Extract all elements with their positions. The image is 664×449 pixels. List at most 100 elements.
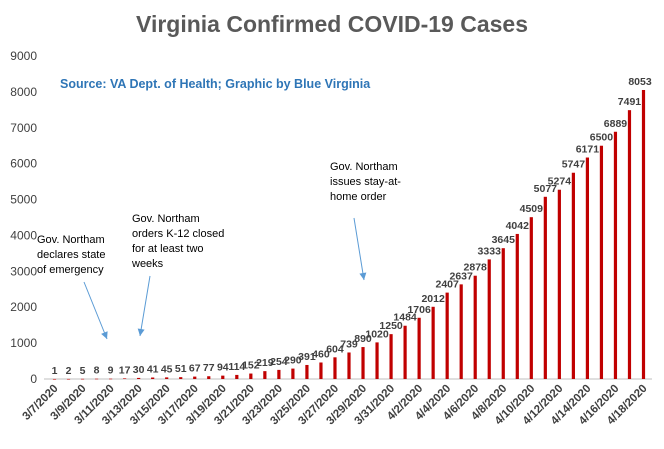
bar	[473, 275, 477, 379]
annotations: Gov. Northam declares state of emergencyGo…	[37, 161, 401, 340]
annotation-text: Gov. Northam orders K-12 closed for at lea…	[131, 213, 224, 270]
annotation-line: home order	[330, 191, 387, 203]
bar	[431, 306, 435, 379]
data-label: 8053	[628, 76, 652, 88]
bar	[501, 248, 505, 379]
data-label: 1484	[393, 312, 417, 324]
y-tick-label: 1000	[10, 336, 37, 350]
bar	[571, 172, 575, 379]
bar	[179, 377, 183, 379]
data-label: 2	[66, 365, 72, 377]
bar	[543, 196, 547, 379]
bar	[291, 368, 295, 379]
data-label: 30	[133, 364, 145, 376]
bar	[585, 157, 590, 379]
annotation-line: weeks	[131, 258, 164, 270]
annotation-text: Gov. Northam declares state of emergency	[37, 234, 105, 276]
data-label: 45	[161, 363, 173, 375]
data-label: 1250	[379, 320, 403, 332]
data-label: 8	[94, 365, 100, 377]
data-label: 4042	[506, 220, 530, 232]
annotation-arrow	[353, 217, 365, 281]
data-label: 4509	[520, 203, 544, 215]
bar	[529, 217, 533, 379]
bar	[557, 189, 561, 379]
data-label: 254	[270, 356, 288, 368]
bar	[94, 378, 99, 380]
bar	[333, 357, 337, 379]
annotation-line: issues stay-at-	[330, 176, 401, 188]
annotation-line: of emergency	[37, 264, 104, 276]
data-label: 41	[147, 364, 159, 376]
bar	[221, 375, 225, 379]
chart-title: Virginia Confirmed COVID-19 Cases	[136, 11, 528, 37]
data-label: 2878	[464, 262, 488, 274]
bar	[375, 342, 379, 379]
bar	[108, 378, 113, 380]
y-tick-label: 8000	[10, 85, 37, 99]
data-label: 67	[189, 363, 201, 375]
bar	[123, 378, 127, 379]
bar	[207, 376, 211, 379]
data-label: 290	[284, 355, 302, 367]
y-tick-label: 4000	[10, 228, 37, 242]
data-label: 3645	[492, 234, 516, 246]
y-tick-label: 0	[30, 372, 37, 386]
bar	[319, 362, 323, 379]
annotation-text: Gov. Northam issues stay-at-home order	[330, 161, 401, 203]
annotation-arrow	[83, 281, 108, 340]
data-label: 152	[242, 360, 260, 372]
bar	[277, 369, 281, 379]
data-label: 739	[340, 338, 358, 350]
data-label: 460	[312, 348, 330, 360]
annotation-line: for at least two	[132, 243, 204, 255]
annotation-arrowhead	[101, 331, 108, 339]
bar	[389, 334, 393, 379]
bar	[599, 145, 604, 379]
data-label: 6889	[604, 118, 628, 130]
bar	[613, 131, 618, 379]
data-label: 5077	[534, 183, 558, 195]
data-label: 5	[80, 365, 86, 377]
bar	[193, 376, 197, 379]
data-label: 1	[52, 365, 58, 377]
annotation-line: Gov. Northam	[132, 213, 200, 225]
chart-subtitle: Source: VA Dept. of Health; Graphic by B…	[60, 77, 371, 91]
data-label: 6171	[576, 144, 600, 156]
annotation-line: declares state	[37, 249, 105, 261]
annotation-arrowhead	[359, 272, 367, 280]
annotation-arrowhead	[137, 328, 145, 336]
y-tick-label: 7000	[10, 121, 37, 135]
bar	[515, 233, 519, 379]
data-label: 2407	[435, 279, 459, 291]
bar	[361, 347, 365, 379]
data-label: 1020	[365, 328, 389, 340]
data-label: 77	[203, 362, 215, 374]
bar	[305, 364, 309, 379]
x-axis: 3/7/20203/9/20203/11/20203/13/20203/15/2…	[20, 378, 652, 427]
data-label: 5274	[548, 176, 572, 188]
bar	[417, 317, 421, 379]
bar-series	[52, 89, 646, 380]
data-label: 2012	[421, 293, 445, 305]
y-tick-label: 2000	[10, 300, 37, 314]
data-label: 9	[108, 365, 114, 377]
annotation-arrow	[139, 275, 151, 337]
bar	[641, 89, 646, 379]
y-tick-label: 9000	[10, 49, 37, 63]
bar	[459, 284, 463, 379]
bar	[445, 292, 449, 379]
y-tick-label: 5000	[10, 193, 37, 207]
y-tick-label: 6000	[10, 157, 37, 171]
data-label: 2637	[450, 270, 474, 282]
annotation-line: Gov. Northam	[37, 234, 105, 246]
data-label: 7491	[618, 96, 642, 108]
data-label: 114	[228, 361, 245, 373]
bar	[249, 373, 253, 379]
bar	[263, 371, 267, 379]
data-label: 604	[326, 343, 344, 355]
bar	[165, 377, 169, 379]
data-label: 51	[175, 363, 187, 375]
annotation-line: Gov. Northam	[330, 161, 398, 173]
